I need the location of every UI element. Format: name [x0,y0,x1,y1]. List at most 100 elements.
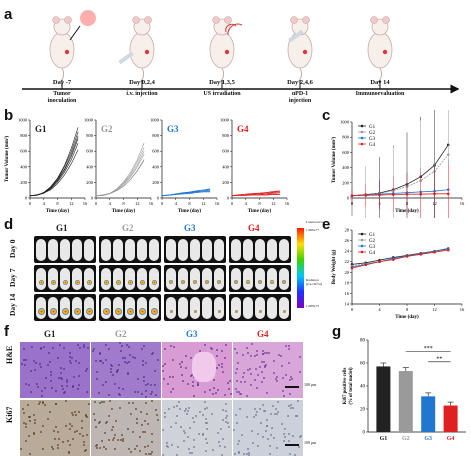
individual-growth-line [29,131,79,197]
cell-nucleus [166,445,169,448]
cell-nucleus [134,408,137,410]
colorbar-min: 1.000e+5 [306,304,320,308]
cell-nucleus [299,435,302,438]
group-header: G4 [248,223,260,233]
group-header: G3 [184,223,196,233]
cell-nucleus [133,356,136,359]
cell-nucleus [117,387,120,390]
cell-nucleus [120,439,123,442]
cell-nucleus [281,376,284,379]
y-tick-label: 400 [86,164,94,169]
cell-nucleus [278,354,281,357]
timeline-day-label: Day 1,3,5 [209,79,235,86]
cell-nucleus [287,433,290,436]
cell-nucleus [61,378,64,381]
cell-nucleus [127,346,130,349]
cell-nucleus [234,371,237,374]
cell-nucleus [238,450,241,453]
mouse-silhouette [137,268,147,290]
cell-nucleus [48,361,51,364]
mouse-silhouette [178,297,188,319]
y-tick-label: 60 [360,362,366,367]
cell-nucleus [185,355,188,358]
imaging-tile [99,265,161,292]
y-tick-label: 400 [152,164,160,169]
data-point [419,253,423,256]
cell-nucleus [29,416,32,419]
cell-nucleus [143,419,146,422]
cell-nucleus [254,368,257,371]
cell-nucleus [275,408,278,411]
cell-nucleus [261,350,264,353]
x-tick-label: 0 [95,201,98,206]
cell-nucleus [99,359,102,362]
cell-nucleus [39,346,42,349]
cell-nucleus [170,344,173,347]
cell-nucleus [245,415,248,418]
cell-nucleus [246,347,249,350]
y-tick-label: 600 [342,150,350,155]
x-tick-label: 16 [149,201,154,206]
cell-nucleus [212,387,215,390]
cell-nucleus [227,388,230,391]
cell-nucleus [179,407,182,410]
mouse-silhouette [60,239,70,261]
cell-nucleus [40,366,43,369]
mouse-silhouette [190,239,200,261]
tumor-dot [224,49,230,55]
cell-nucleus [22,359,25,362]
x-tick-label: 8 [406,201,409,206]
cell-nucleus [94,360,97,362]
mouse-silhouette [166,239,176,261]
cell-nucleus [72,414,75,417]
cell-nucleus [225,403,228,406]
cell-nucleus [270,412,273,415]
cell-nucleus [289,404,292,407]
cell-nucleus [166,445,169,448]
individual-growth-line [95,142,145,197]
cell-nucleus [130,450,133,453]
luminescence-signal [49,307,57,315]
scalebar-label-bottom: 100 μm [304,440,317,445]
cell-nucleus [191,451,194,454]
cell-nucleus [144,389,147,392]
cell-nucleus [188,406,191,409]
panel-d-imaging: G1 G2 G3 G4 Day 0 Day 7 Day 14 Luminescence 1… [0,218,326,326]
bar [421,396,436,432]
panel-g-chart: 0 20 40 60 80 Ki67 positive cells (% of total … [343,339,466,442]
cell-nucleus [297,446,300,449]
data-point [419,192,423,196]
legend-marker [360,124,364,128]
cell-nucleus [267,352,270,355]
cell-nucleus [226,382,229,385]
luminescence-signal [73,307,81,315]
data-point [364,194,368,197]
individual-growth-line [96,153,145,196]
ki67-stain-tile [162,400,232,456]
cell-nucleus [68,422,71,425]
luminescence-signal [115,279,121,285]
luminescence-signal [234,309,238,313]
mouse-silhouette [113,268,123,290]
mouse-silhouette [214,239,224,261]
day-row-label: Day 14 [8,293,17,316]
cell-nucleus [84,370,87,373]
cell-nucleus [72,384,75,387]
x-tick-label: 8 [258,201,261,206]
cell-nucleus [55,425,58,428]
luminescence-signal [246,280,250,284]
cell-nucleus [263,364,266,367]
cell-nucleus [50,380,53,383]
cell-nucleus [121,387,124,390]
cell-nucleus [180,374,183,377]
tumor-dot [144,49,150,55]
ki67-stain-tile [20,400,90,456]
y-tick-label: 0 [347,196,350,201]
cell-nucleus [235,352,238,355]
cell-nucleus [193,421,196,424]
cell-nucleus [152,352,155,355]
cell-nucleus [102,383,105,386]
mouse-silhouette [202,268,212,290]
cell-nucleus [35,362,38,365]
x-tick-label: 12 [201,201,206,206]
